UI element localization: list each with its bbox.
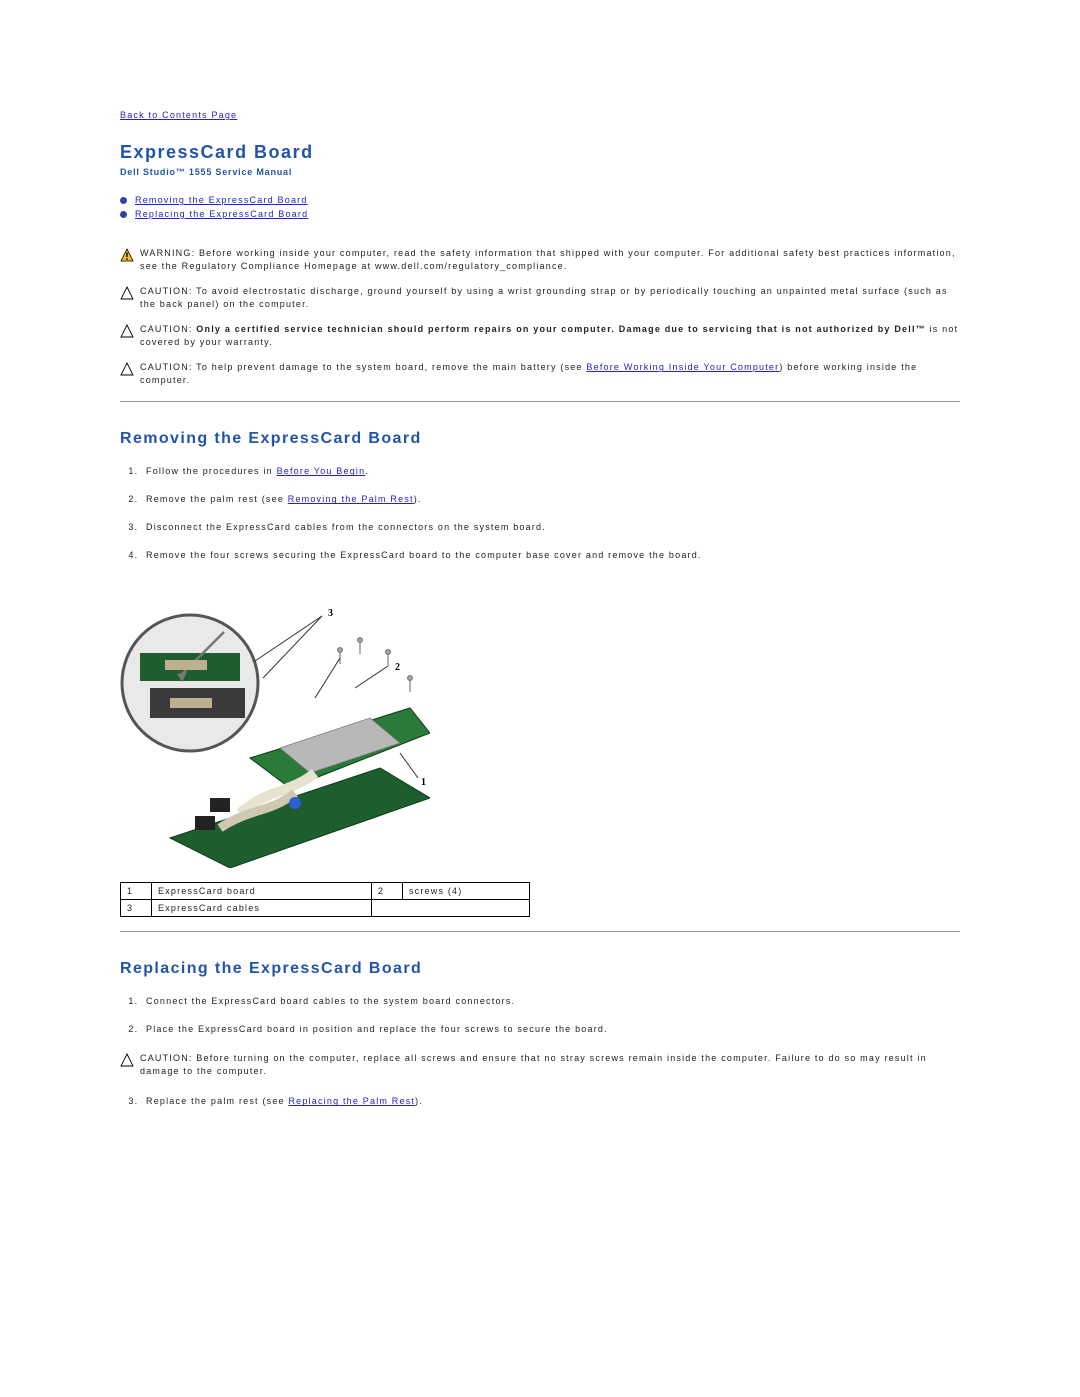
caution-notice-4: CAUTION: Before turning on the computer,… [120,1052,960,1078]
caution-body: Before turning on the computer, replace … [140,1053,927,1076]
before-you-begin-link[interactable]: Before You Begin [277,466,366,476]
warning-body: Before working inside your computer, rea… [140,248,956,271]
page-subtitle: Dell Studio™ 1555 Service Manual [120,167,960,177]
caution-prefix: CAUTION: [140,286,193,296]
toc-link-replacing[interactable]: Replacing the ExpressCard Board [135,209,308,219]
caution-text-3: CAUTION: To help prevent damage to the s… [140,361,960,387]
callout-3: 3 [328,608,334,619]
cell [402,900,529,917]
callout-2: 2 [395,662,401,673]
caution-icon [120,324,134,342]
cell: 2 [371,883,402,900]
expresscard-diagram: 3 2 1 [120,578,430,868]
caution-icon [120,286,134,304]
caution-notice-3: CAUTION: To help prevent damage to the s… [120,361,960,387]
cell [371,900,402,917]
table-row: 1 ExpressCard board 2 screws (4) [121,883,530,900]
caution-text-2: CAUTION: Only a certified service techni… [140,323,960,349]
caution-text-1: CAUTION: To avoid electrostatic discharg… [140,285,960,311]
caution-prefix: CAUTION: [140,1053,193,1063]
section-title-replacing: Replacing the ExpressCard Board [120,960,960,978]
toc-item: Replacing the ExpressCard Board [120,209,960,219]
step-3: Disconnect the ExpressCard cables from t… [142,522,960,532]
removing-steps: Follow the procedures in Before You Begi… [120,466,960,560]
caution-icon [120,362,134,380]
step-text: ). [414,494,422,504]
divider [120,931,960,932]
step-text: . [365,466,369,476]
warning-prefix: WARNING: [140,248,195,258]
table-row: 3 ExpressCard cables [121,900,530,917]
cell: 3 [121,900,152,917]
caution-bold: Only a certified service technician shou… [193,324,926,334]
step-text: Remove the palm rest (see [146,494,288,504]
step-text: Follow the procedures in [146,466,277,476]
replacing-steps-cont: Replace the palm rest (see Replacing the… [120,1096,960,1106]
step-1: Follow the procedures in Before You Begi… [142,466,960,476]
caution-prefix: CAUTION: [140,324,193,334]
parts-table: 1 ExpressCard board 2 screws (4) 3 Expre… [120,882,530,917]
cell: 1 [121,883,152,900]
caution-notice-2: CAUTION: Only a certified service techni… [120,323,960,349]
page-title: ExpressCard Board [120,142,960,163]
cell: ExpressCard cables [152,900,372,917]
caution-body: To avoid electrostatic discharge, ground… [140,286,948,309]
before-working-link[interactable]: Before Working Inside Your Computer [586,362,779,372]
toc-link-removing[interactable]: Removing the ExpressCard Board [135,195,308,205]
step-1: Connect the ExpressCard board cables to … [142,996,960,1006]
step-text: Replace the palm rest (see [146,1096,288,1106]
caution-icon [120,1053,134,1071]
removing-palm-rest-link[interactable]: Removing the Palm Rest [288,494,414,504]
step-2: Remove the palm rest (see Removing the P… [142,494,960,504]
step-3: Replace the palm rest (see Replacing the… [142,1096,960,1106]
toc-list: Removing the ExpressCard Board Replacing… [120,195,960,219]
back-to-contents-link[interactable]: Back to Contents Page [120,110,237,120]
replacing-palm-rest-link[interactable]: Replacing the Palm Rest [288,1096,415,1106]
step-2: Place the ExpressCard board in position … [142,1024,960,1034]
warning-icon [120,248,134,266]
caution-notice-1: CAUTION: To avoid electrostatic discharg… [120,285,960,311]
caution-pre: To help prevent damage to the system boa… [193,362,587,372]
cell: screws (4) [402,883,529,900]
replacing-steps: Connect the ExpressCard board cables to … [120,996,960,1034]
caution-text-4: CAUTION: Before turning on the computer,… [140,1052,960,1078]
warning-notice: WARNING: Before working inside your comp… [120,247,960,273]
toc-item: Removing the ExpressCard Board [120,195,960,205]
warning-text: WARNING: Before working inside your comp… [140,247,960,273]
callout-1: 1 [421,777,427,788]
section-title-removing: Removing the ExpressCard Board [120,430,960,448]
cell: ExpressCard board [152,883,372,900]
step-text: ). [415,1096,423,1106]
divider [120,401,960,402]
caution-prefix: CAUTION: [140,362,193,372]
step-4: Remove the four screws securing the Expr… [142,550,960,560]
